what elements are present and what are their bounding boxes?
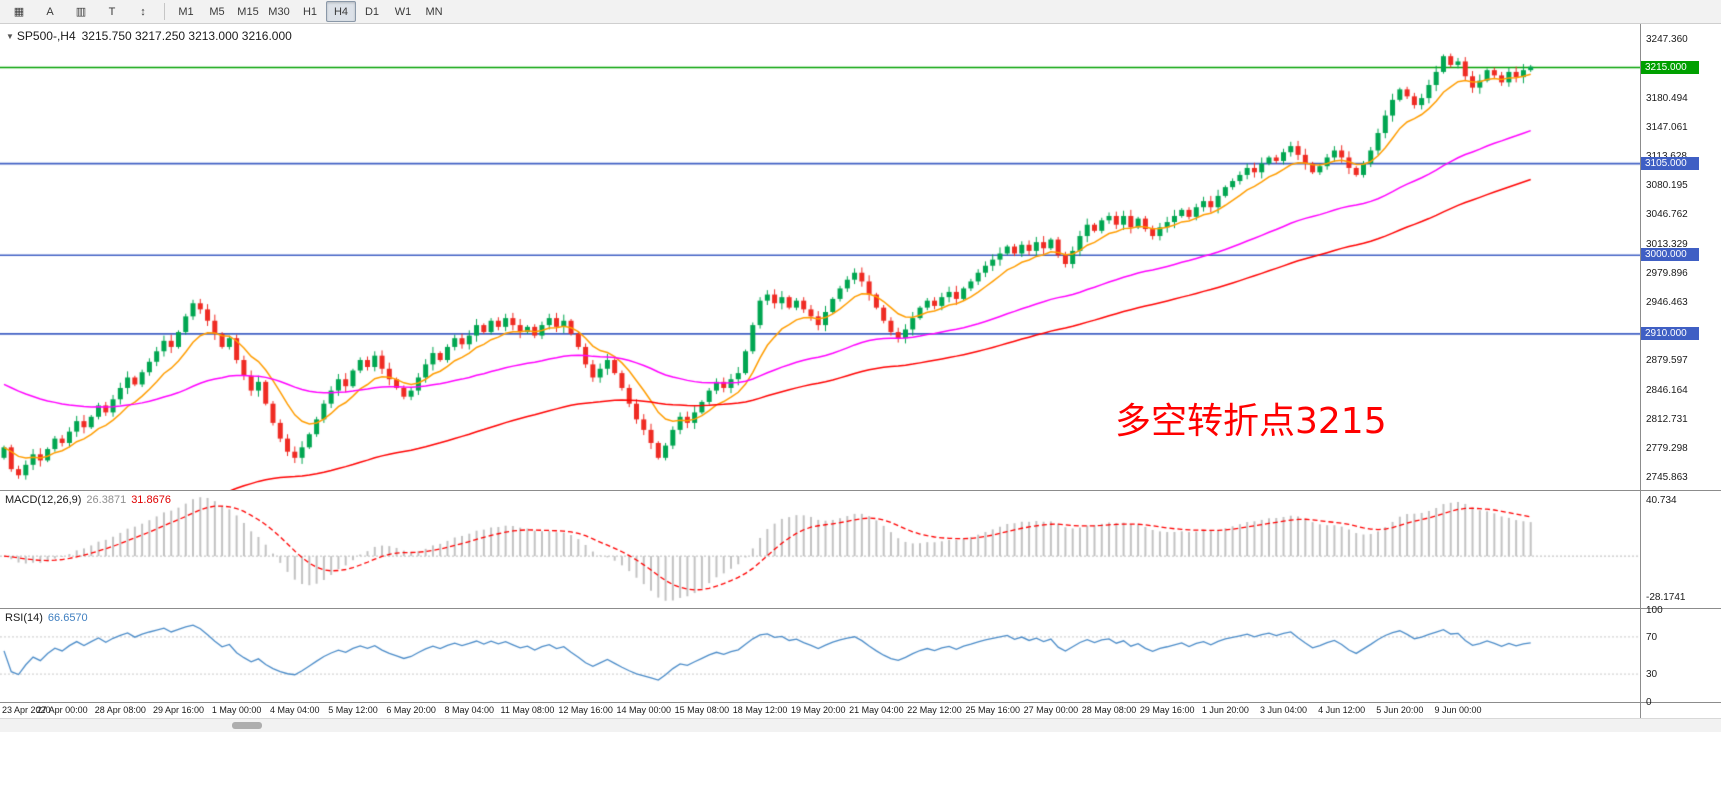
price-tick-label: 2812.731 [1646,413,1688,425]
timeframe-m30-button[interactable]: M30 [268,5,290,18]
time-axis-label: 29 May 16:00 [1139,705,1195,715]
timeframe-m15-button[interactable]: M15 [237,5,259,18]
price-tick-label: 2879.597 [1646,355,1688,367]
timeframe-h4-button[interactable]: H4 [326,1,356,22]
macd-axis-max-label: 40.734 [1646,495,1677,506]
macd-main-value: 26.3871 [86,494,127,506]
time-axis-label: 29 Apr 16:00 [152,705,204,715]
price-chart-canvas[interactable] [0,24,1640,490]
price-tick-label: 2779.298 [1646,442,1688,454]
time-axis-label: 27 Apr 00:00 [36,705,88,715]
time-axis-label: 4 May 04:00 [270,705,320,715]
price-line-badge: 3000.000 [1641,248,1699,262]
time-axis-label: 28 Apr 08:00 [94,705,146,715]
time-axis-label: 15 May 08:00 [674,705,730,715]
rsi-axis-label: 100 [1646,605,1663,616]
price-tick-label: 2946.463 [1646,296,1688,308]
timeframe-m5-button[interactable]: M5 [209,5,225,18]
price-tick-label: 2979.896 [1646,267,1688,279]
ohlc-quote-label: 3215.750 3217.250 3213.000 3216.000 [81,29,292,43]
chart-toolbar: ▦ A ▥ T ↕ M1 M5 M15 M30 H1 H4 D1 W1 MN [0,0,1721,24]
rsi-axis-label: 70 [1646,631,1658,643]
pane-separator-rsi[interactable] [0,608,1721,609]
time-axis-separator [0,702,1721,703]
time-axis-label: 25 May 16:00 [965,705,1020,715]
symbol-marker-icon: ▼ [6,32,14,41]
scrollbar-thumb[interactable] [232,722,262,729]
price-tick-label: 2846.164 [1646,384,1688,396]
rsi-axis-label: 30 [1646,669,1658,681]
price-tick-label: 3113.628 [1646,151,1687,162]
pane-separator-macd[interactable] [0,490,1721,491]
scale-toggle-icon[interactable]: ↕ [140,5,146,18]
price-line-badge: 3215.000 [1641,60,1699,74]
timeframe-mn-button[interactable]: MN [425,5,443,18]
timeframe-button-group: M1 M5 M15 M30 H1 H4 D1 W1 MN [171,1,449,22]
rsi-indicator-canvas[interactable] [0,609,1640,702]
timeframe-m1-button[interactable]: M1 [178,5,194,18]
price-line-badge: 2910.000 [1641,326,1699,340]
price-line-badge: 3105.000 [1641,156,1699,170]
price-tick-label: 2745.863 [1646,472,1688,484]
rsi-axis-label: 0 [1646,697,1652,708]
chart-list-icon[interactable]: ▦ [13,6,25,18]
time-axis-label: 8 May 04:00 [444,705,495,715]
price-axis-separator [1640,24,1641,718]
time-axis-label: 12 May 16:00 [558,705,613,715]
timeframe-w1-button[interactable]: W1 [394,5,412,18]
time-axis-label: 27 May 00:00 [1023,705,1079,715]
price-tick-label: 3046.762 [1646,209,1688,221]
rsi-name-label: RSI(14) [5,612,43,624]
time-axis-label: 5 May 12:00 [328,705,378,715]
time-axis-label: 1 Jun 20:00 [1201,705,1249,715]
macd-indicator-canvas[interactable] [0,491,1640,607]
time-axis-label: 9 Jun 00:00 [1434,705,1482,715]
time-axis-label: 6 May 20:00 [386,705,436,715]
time-axis-label: 22 May 12:00 [907,705,962,715]
time-axis-label: 3 Jun 04:00 [1259,705,1308,715]
time-axis-label: 11 May 08:00 [500,705,555,715]
rsi-label: RSI(14) 66.6570 [5,612,93,624]
rsi-value: 66.6570 [47,612,88,624]
chart-title: ▼ SP500-,H4 3215.750 3217.250 3213.000 321… [6,29,292,43]
text-annotation-icon[interactable]: A [46,5,54,18]
time-axis[interactable]: 23 Apr 2020 27 Apr 00:00 28 Apr 08:00 29 Ap… [0,703,1640,718]
timeframe-d1-button[interactable]: D1 [364,5,380,18]
template-icon[interactable]: T [108,5,116,18]
macd-signal-value: 31.8676 [131,494,171,506]
macd-label: MACD(12,26,9) 26.3871 31.8676 [5,494,176,506]
toolbar-icon-group: ▦ A ▥ T ↕ [4,1,158,22]
toolbar-separator [164,3,165,20]
time-axis-label: 28 May 08:00 [1081,705,1137,715]
timeframe-h1-button[interactable]: H1 [302,5,318,18]
horizontal-scrollbar[interactable] [0,718,1721,732]
price-tick-label: 3247.360 [1646,34,1688,46]
time-axis-label: 5 Jun 20:00 [1376,705,1424,715]
time-axis-label: 14 May 00:00 [616,705,672,715]
time-axis-label: 1 May 00:00 [211,705,262,715]
price-tick-label: 3080.195 [1646,180,1688,192]
time-axis-label: 4 Jun 12:00 [1318,705,1366,715]
time-axis-label: 19 May 20:00 [790,705,846,715]
symbol-period-label: SP500-,H4 [16,29,76,43]
candlestick-view-icon[interactable]: ▥ [75,6,87,18]
time-axis-label: 23 Apr 2020 [2,705,51,715]
time-axis-label: 21 May 04:00 [849,705,904,715]
price-axis[interactable]: 3247.360 3180.494 3147.061 3113.628 3080.195… [1640,24,1721,718]
price-tick-label: 3147.061 [1646,121,1688,133]
macd-axis-min-label: -28.1741 [1646,592,1686,603]
price-tick-label: 3013.329 [1646,238,1688,250]
macd-name-label: MACD(12,26,9) [5,494,82,506]
price-tick-label: 3180.494 [1646,92,1688,104]
time-axis-label: 18 May 12:00 [732,705,788,715]
annotation-text: 多空转折点3215 [1115,401,1387,442]
